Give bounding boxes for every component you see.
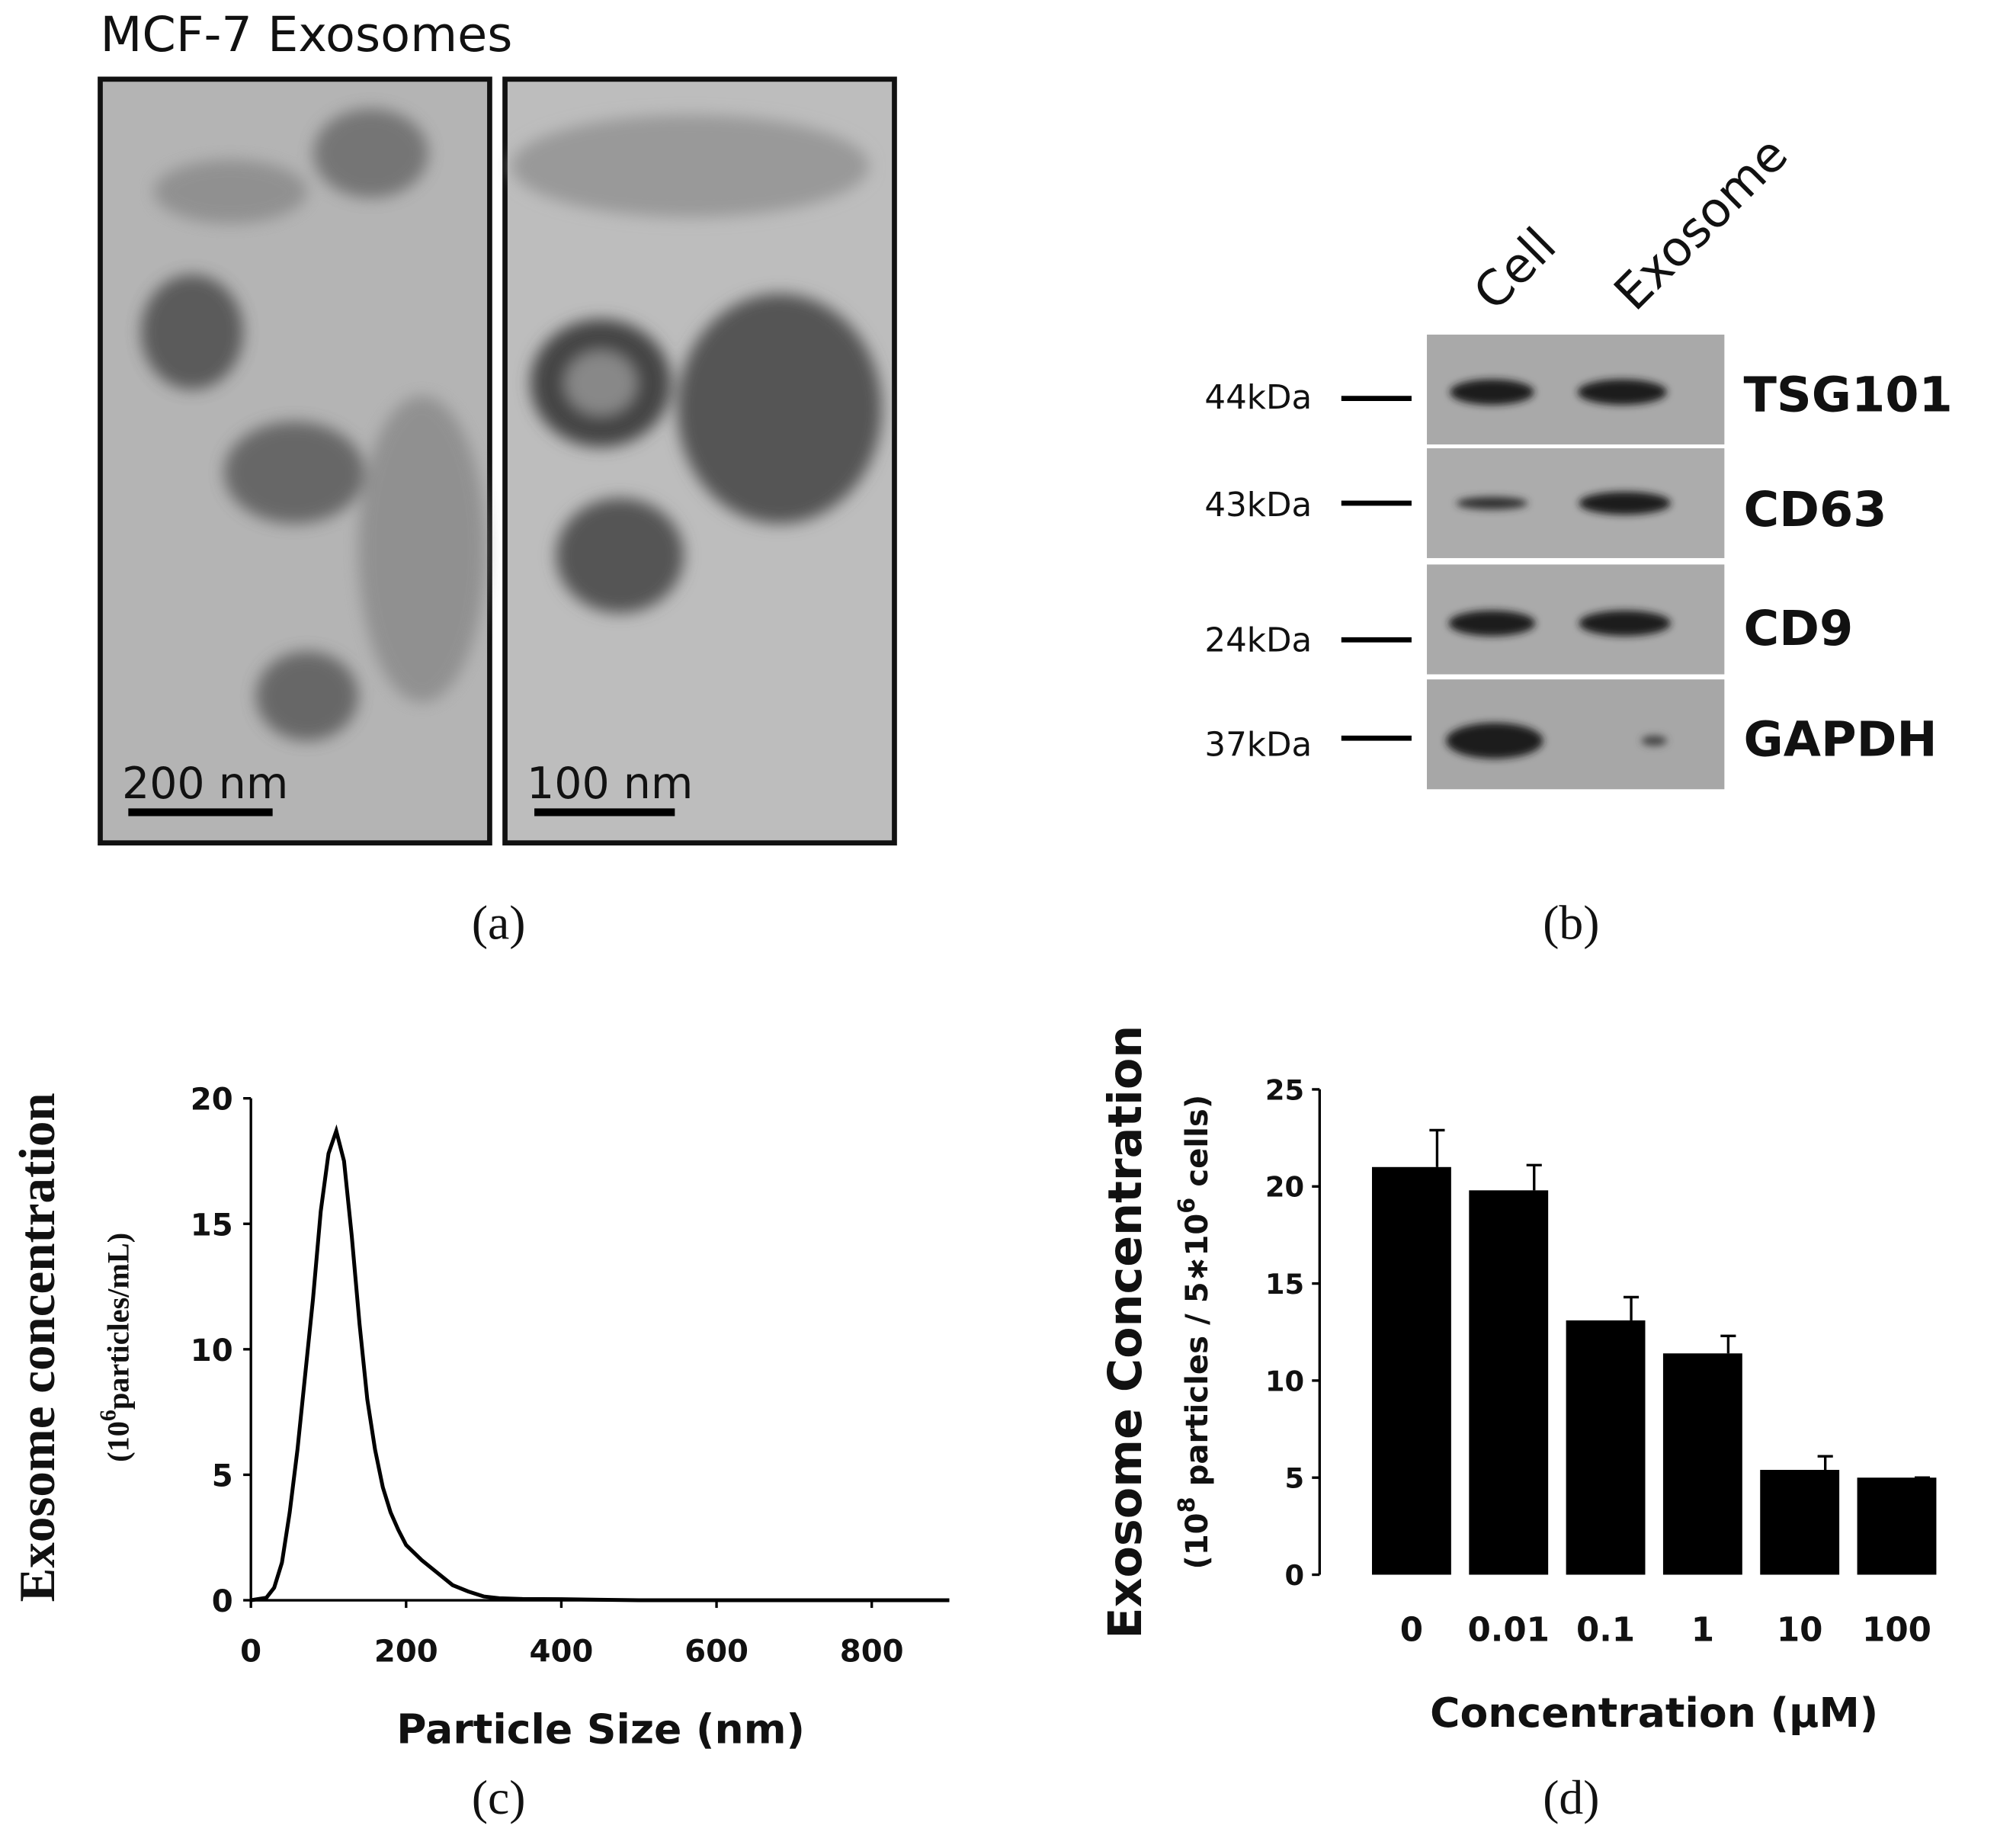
marker-label: 24kDa — [1204, 621, 1312, 659]
lane-label: Cell — [1463, 217, 1567, 321]
panel-label: (c) — [472, 1770, 526, 1824]
x-tick-label: 0.1 — [1576, 1612, 1635, 1650]
x-tick-label: 100 — [1862, 1612, 1931, 1650]
y-tick-label: 10 — [1265, 1365, 1304, 1397]
y-axis-label: Exosome concentration — [9, 1092, 66, 1602]
y-tick-label: 20 — [191, 1083, 233, 1118]
lane-label: Exosome — [1604, 127, 1799, 322]
y-tick-label: 25 — [1265, 1073, 1304, 1106]
x-tick-label: 1 — [1691, 1612, 1714, 1650]
x-tick-label: 0.01 — [1468, 1612, 1550, 1650]
scale-bar-label: 200 nm — [122, 759, 288, 809]
label-part: particles/mL) — [101, 1233, 135, 1410]
x-tick-label: 200 — [374, 1634, 438, 1669]
x-tick-label: 10 — [1777, 1612, 1823, 1650]
data-line — [250, 1124, 950, 1603]
superscript: 6 — [95, 1410, 120, 1421]
label-part: (10 — [101, 1421, 135, 1462]
protein-label: CD63 — [1743, 482, 1886, 538]
x-tick-label: 800 — [840, 1634, 904, 1669]
y-tick-label: 0 — [212, 1584, 233, 1619]
panel-label: (d) — [1543, 1770, 1599, 1824]
protein-label: GAPDH — [1743, 712, 1937, 768]
tem-image-right: 100 nm — [502, 76, 897, 845]
bar — [1662, 1353, 1742, 1575]
protein-label: TSG101 — [1743, 367, 1952, 423]
panel-label: (a) — [472, 895, 526, 949]
superscript: 6 — [1173, 1198, 1200, 1214]
bar — [1469, 1190, 1549, 1575]
x-axis-label: Particle Size (nm) — [396, 1705, 805, 1753]
bar — [1371, 1166, 1451, 1575]
y-tick-label: 5 — [1285, 1462, 1305, 1495]
x-tick-label: 600 — [684, 1634, 748, 1669]
x-tick-label: 400 — [529, 1634, 593, 1669]
western-blot: Cell Exosome 44kDa 43kDa 24kDa 37kDa TSG… — [1204, 127, 1953, 790]
bar — [1566, 1320, 1646, 1575]
label-part: (10 — [1180, 1513, 1215, 1569]
x-tick-label: 0 — [1400, 1612, 1423, 1650]
marker-label: 44kDa — [1204, 379, 1312, 417]
y-tick-label: 5 — [212, 1459, 233, 1494]
marker-label: 43kDa — [1204, 486, 1312, 525]
y-tick-label: 15 — [191, 1208, 233, 1243]
y-tick-label: 20 — [1265, 1171, 1304, 1204]
label-part: cells) — [1180, 1095, 1215, 1198]
y-axis-label: Exosome Concentration — [1099, 1025, 1152, 1639]
protein-label: CD9 — [1743, 601, 1853, 657]
bar — [1857, 1477, 1937, 1575]
y-axis-sublabel: (106particles/mL) — [95, 1233, 135, 1462]
bar — [1760, 1470, 1840, 1575]
y-axis-sublabel: (108 particles / 5∗106 cells) — [1173, 1095, 1215, 1570]
tem-title: MCF-7 Exosomes — [101, 7, 513, 63]
x-tick-label: 0 — [240, 1634, 261, 1669]
marker-label: 37kDa — [1204, 727, 1312, 765]
superscript: 8 — [1173, 1497, 1200, 1513]
y-tick-label: 10 — [191, 1333, 233, 1368]
tem-image-left: 200 nm — [98, 76, 492, 845]
label-part: particles / 5∗10 — [1180, 1214, 1215, 1497]
x-axis-label: Concentration (μM) — [1430, 1689, 1878, 1737]
y-tick-label: 15 — [1265, 1268, 1304, 1301]
y-tick-label: 0 — [1285, 1559, 1305, 1592]
panel-label: (b) — [1543, 895, 1599, 949]
scale-bar-label: 100 nm — [527, 759, 693, 809]
